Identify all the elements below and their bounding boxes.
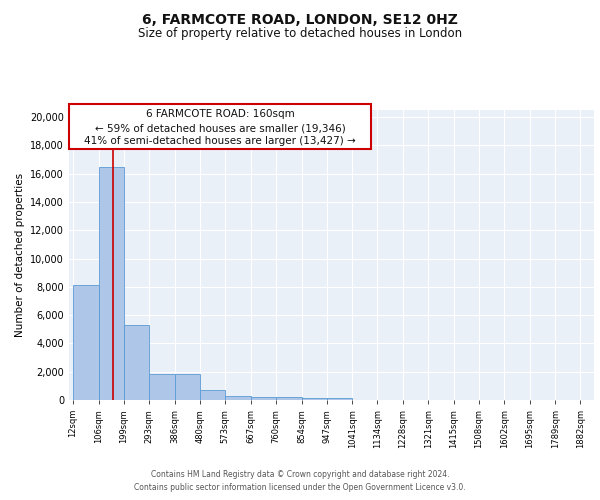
- Bar: [302, 398, 327, 400]
- Bar: [175, 374, 200, 400]
- FancyBboxPatch shape: [69, 104, 371, 149]
- Bar: [200, 390, 225, 400]
- Bar: [251, 396, 276, 400]
- Bar: [149, 374, 175, 400]
- Bar: [276, 397, 302, 400]
- Text: Contains HM Land Registry data © Crown copyright and database right 2024.
Contai: Contains HM Land Registry data © Crown c…: [134, 470, 466, 492]
- Bar: [225, 396, 251, 400]
- Text: 6 FARMCOTE ROAD: 160sqm: 6 FARMCOTE ROAD: 160sqm: [146, 110, 295, 120]
- Bar: [73, 286, 98, 400]
- Y-axis label: Number of detached properties: Number of detached properties: [15, 173, 25, 337]
- Bar: [124, 325, 149, 400]
- Text: Size of property relative to detached houses in London: Size of property relative to detached ho…: [138, 28, 462, 40]
- Bar: [98, 166, 124, 400]
- Bar: [327, 398, 352, 400]
- Text: 41% of semi-detached houses are larger (13,427) →: 41% of semi-detached houses are larger (…: [84, 136, 356, 145]
- Text: ← 59% of detached houses are smaller (19,346): ← 59% of detached houses are smaller (19…: [95, 123, 346, 133]
- Text: 6, FARMCOTE ROAD, LONDON, SE12 0HZ: 6, FARMCOTE ROAD, LONDON, SE12 0HZ: [142, 12, 458, 26]
